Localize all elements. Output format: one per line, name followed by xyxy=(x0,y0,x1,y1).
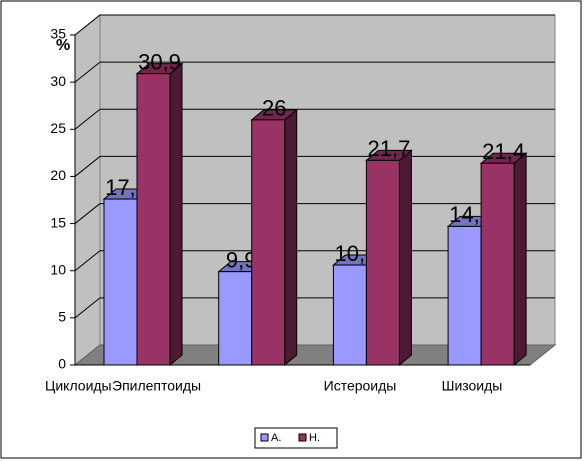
legend-swatch xyxy=(260,433,269,442)
grid-line xyxy=(74,250,101,272)
value-label: 21,7 xyxy=(367,136,410,161)
x-tick-label: Шизоиды xyxy=(442,378,503,394)
x-tick-label: Истероиды xyxy=(324,378,397,394)
grid-line xyxy=(74,156,101,177)
bar xyxy=(103,198,138,366)
y-tick-label: 15 xyxy=(50,214,66,230)
grid-line xyxy=(74,108,101,130)
x-tick-label: Циклоиды xyxy=(45,378,112,394)
legend-label: Н. xyxy=(309,432,320,444)
value-label: 30,9 xyxy=(138,49,181,74)
y-tick-label: 10 xyxy=(50,261,66,277)
grid-line xyxy=(74,61,101,83)
bar-side xyxy=(513,152,527,367)
grid-line xyxy=(74,297,101,319)
value-label: 26 xyxy=(262,96,286,121)
legend-swatch xyxy=(298,433,307,442)
y-tick-label: 30 xyxy=(50,73,66,89)
bar xyxy=(218,271,253,366)
bar xyxy=(251,119,286,366)
y-tick-label: 35 xyxy=(50,26,66,42)
grid-line xyxy=(74,203,101,224)
bar xyxy=(480,162,515,366)
bar xyxy=(447,225,482,366)
y-tick-label: 0 xyxy=(58,356,66,372)
y-tick-label: 25 xyxy=(50,120,66,136)
side-wall xyxy=(74,13,101,367)
legend xyxy=(254,427,338,449)
legend-label: А. xyxy=(271,432,281,444)
bar xyxy=(365,159,400,366)
bar xyxy=(332,264,367,366)
bar-side xyxy=(169,62,183,367)
bar-side xyxy=(398,149,412,367)
bar-side xyxy=(284,108,298,367)
value-label: 21,4 xyxy=(482,139,525,164)
x-tick-label: Эпилептоиды xyxy=(112,378,201,394)
y-tick-label: 5 xyxy=(58,309,66,325)
y-tick-label: 20 xyxy=(50,167,66,183)
bar xyxy=(136,73,171,366)
grid-line xyxy=(74,14,101,36)
y-axis-label: % xyxy=(56,37,70,54)
